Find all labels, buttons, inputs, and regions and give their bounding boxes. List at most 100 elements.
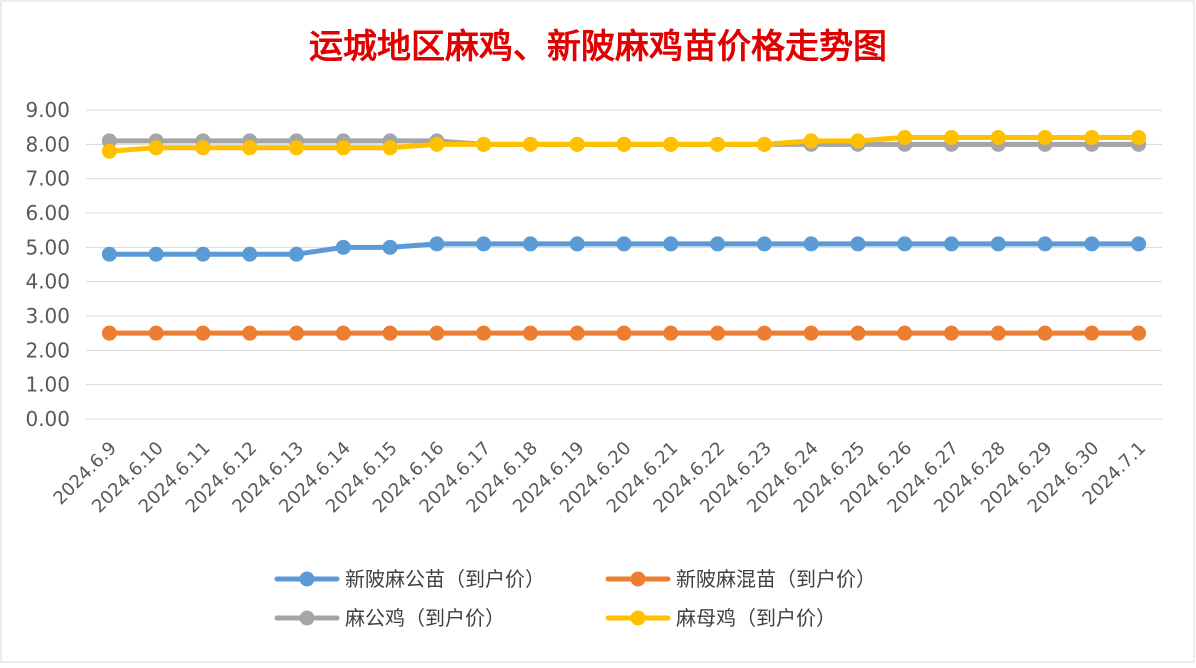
- data-point: [429, 236, 445, 252]
- data-point: [616, 325, 632, 341]
- data-point: [663, 136, 679, 152]
- data-point: [1084, 236, 1100, 252]
- series-0: [101, 236, 1147, 262]
- data-point: [522, 325, 538, 341]
- data-point: [148, 246, 164, 262]
- y-tick-label: 0.00: [25, 407, 70, 431]
- data-point: [1037, 325, 1053, 341]
- data-point: [148, 325, 164, 341]
- data-point: [476, 236, 492, 252]
- data-point: [897, 325, 913, 341]
- legend-label: 麻公鸡（到户价）: [345, 606, 505, 630]
- data-point: [756, 136, 772, 152]
- legend-swatch-marker: [630, 571, 646, 587]
- data-point: [803, 325, 819, 341]
- chart-title: 运城地区麻鸡、新陂麻鸡苗价格走势图: [309, 27, 887, 67]
- data-point: [990, 129, 1006, 145]
- data-point: [850, 133, 866, 149]
- data-point: [569, 236, 585, 252]
- legend: 新陂麻公苗（到户价） 新陂麻混苗（到户价） 麻公鸡（到户价） 麻母鸡（到户价）: [274, 567, 876, 630]
- legend-item: 麻母鸡（到户价）: [605, 606, 836, 630]
- data-point: [289, 325, 305, 341]
- data-point: [616, 236, 632, 252]
- data-point: [195, 140, 211, 156]
- data-point: [195, 325, 211, 341]
- data-point: [101, 325, 117, 341]
- data-point: [289, 246, 305, 262]
- data-point: [569, 325, 585, 341]
- data-point: [242, 325, 258, 341]
- legend-swatch-marker: [299, 610, 315, 626]
- data-point: [990, 325, 1006, 341]
- y-tick-label: 8.00: [25, 132, 70, 156]
- y-tick-label: 5.00: [25, 235, 70, 259]
- data-point: [522, 136, 538, 152]
- data-point: [429, 136, 445, 152]
- data-point: [943, 129, 959, 145]
- data-point: [756, 325, 772, 341]
- data-point: [195, 246, 211, 262]
- legend-item: 新陂麻公苗（到户价）: [274, 567, 545, 591]
- y-tick-label: 9.00: [25, 98, 70, 122]
- series-3: [101, 129, 1147, 159]
- legend-label: 新陂麻混苗（到户价）: [676, 567, 876, 591]
- data-point: [148, 140, 164, 156]
- data-point: [710, 236, 726, 252]
- data-point: [1131, 325, 1147, 341]
- data-point: [1084, 325, 1100, 341]
- data-point: [710, 325, 726, 341]
- series-1: [101, 325, 1147, 341]
- data-point: [382, 140, 398, 156]
- data-point: [522, 236, 538, 252]
- y-tick-label: 7.00: [25, 167, 70, 191]
- data-point: [335, 140, 351, 156]
- y-tick-label: 4.00: [25, 270, 70, 294]
- data-point: [476, 325, 492, 341]
- legend-item: 麻公鸡（到户价）: [274, 606, 505, 630]
- y-axis-ticks: 0.00 1.00 2.00 3.00 4.00 5.00 6.00 7.00 8.00 9.00: [25, 98, 70, 431]
- data-point: [616, 136, 632, 152]
- data-point: [990, 236, 1006, 252]
- data-point: [1037, 236, 1053, 252]
- data-point: [382, 325, 398, 341]
- data-point: [943, 325, 959, 341]
- data-point: [101, 143, 117, 159]
- data-point: [1131, 236, 1147, 252]
- data-point: [335, 239, 351, 255]
- data-point: [569, 136, 585, 152]
- data-point: [335, 325, 351, 341]
- data-point: [897, 236, 913, 252]
- data-point: [101, 246, 117, 262]
- legend-label: 新陂麻公苗（到户价）: [345, 567, 545, 591]
- data-point: [1131, 129, 1147, 145]
- y-tick-label: 3.00: [25, 304, 70, 328]
- legend-label: 麻母鸡（到户价）: [676, 606, 836, 630]
- data-point: [897, 129, 913, 145]
- data-point: [803, 133, 819, 149]
- data-point: [1084, 129, 1100, 145]
- legend-swatch-marker: [299, 571, 315, 587]
- y-tick-label: 1.00: [25, 373, 70, 397]
- data-point: [289, 140, 305, 156]
- y-tick-label: 2.00: [25, 338, 70, 362]
- legend-swatch-marker: [630, 610, 646, 626]
- series-group: [101, 129, 1147, 341]
- data-point: [242, 140, 258, 156]
- y-tick-label: 6.00: [25, 201, 70, 225]
- data-point: [476, 136, 492, 152]
- data-point: [943, 236, 959, 252]
- data-point: [756, 236, 772, 252]
- data-point: [429, 325, 445, 341]
- data-point: [663, 236, 679, 252]
- data-point: [663, 325, 679, 341]
- data-point: [850, 236, 866, 252]
- data-point: [242, 246, 258, 262]
- legend-item: 新陂麻混苗（到户价）: [605, 567, 876, 591]
- data-point: [850, 325, 866, 341]
- data-point: [710, 136, 726, 152]
- data-point: [382, 239, 398, 255]
- data-point: [803, 236, 819, 252]
- data-point: [101, 133, 117, 149]
